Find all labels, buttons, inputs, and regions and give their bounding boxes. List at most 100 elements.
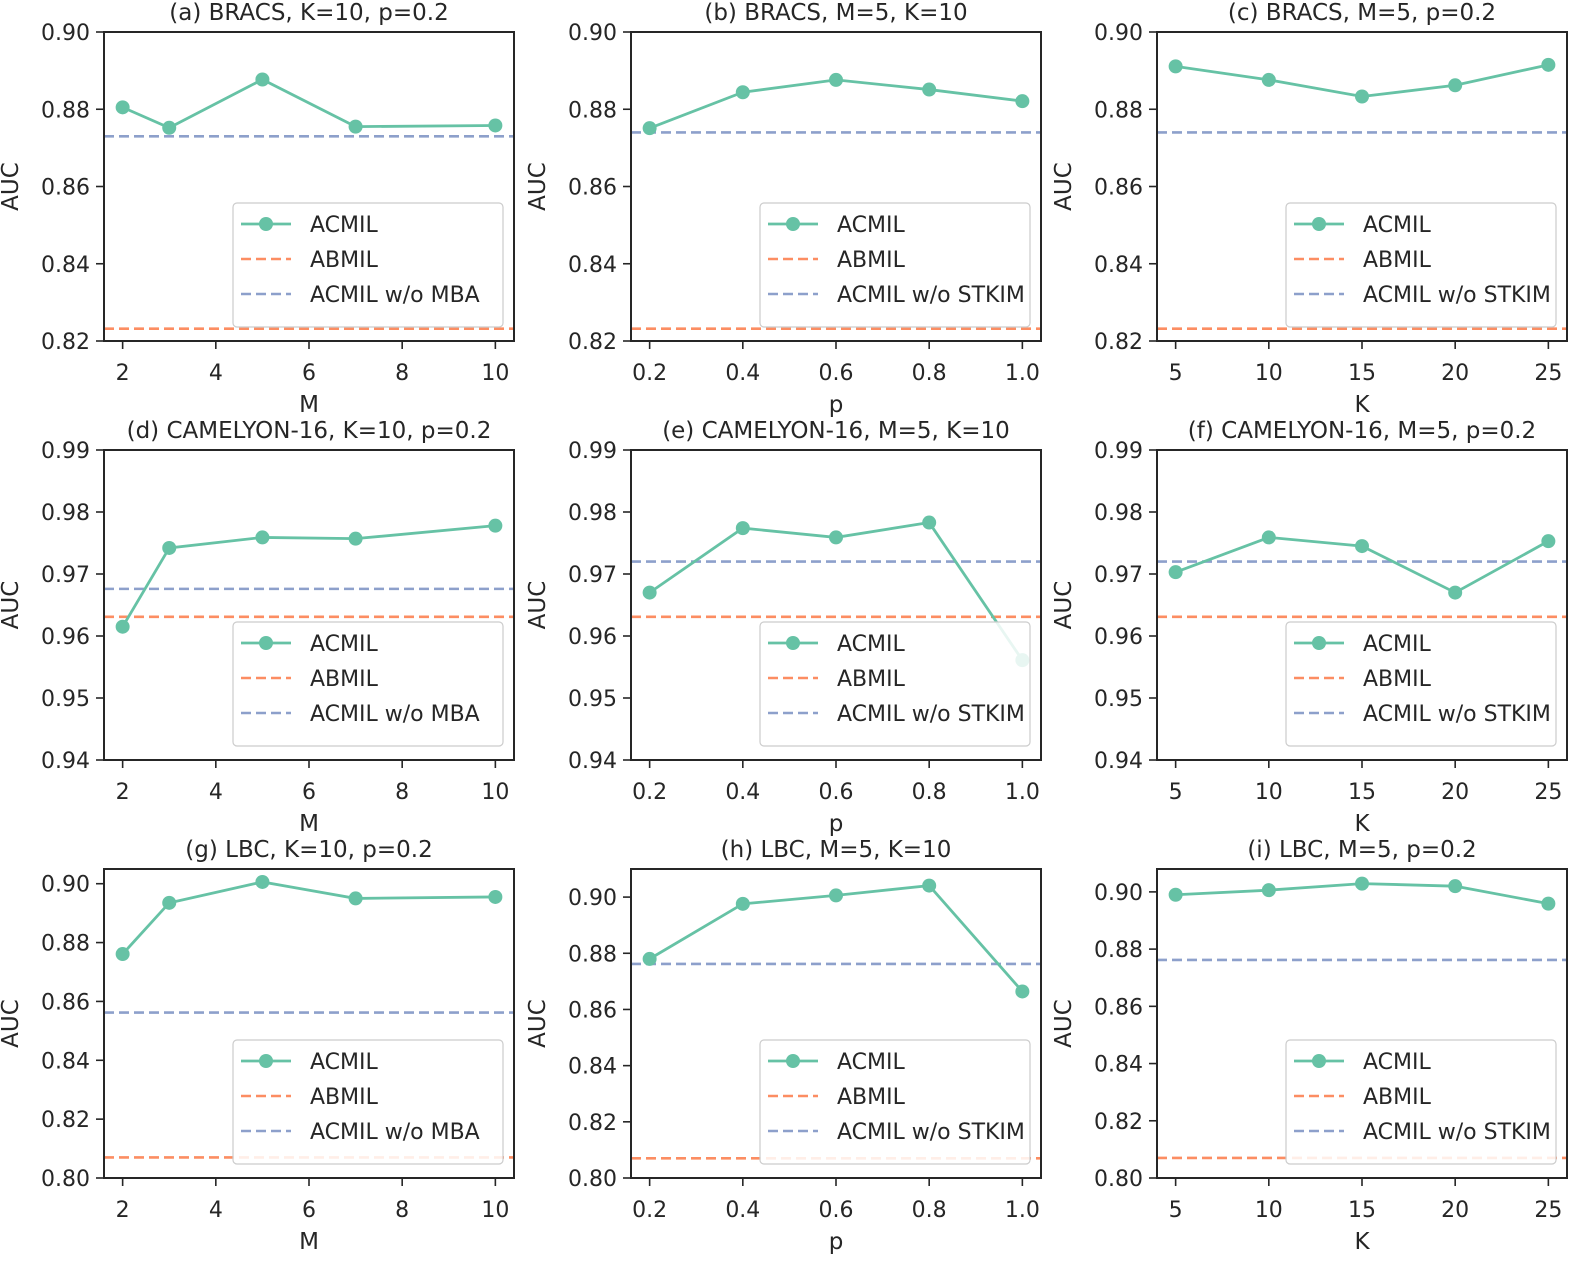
y-tick-label: 0.86 [41,176,90,201]
x-tick-label: 0.4 [725,780,760,805]
y-tick-label: 0.96 [568,625,617,650]
y-tick-label: 0.88 [1094,98,1143,123]
legend-frame [759,621,1031,747]
acmil-series-line [649,78,1023,130]
axes-frame [630,868,1042,1179]
y-tick-label: 0.86 [568,998,617,1023]
y-tick-label: 0.82 [41,330,90,355]
acmil-point [348,531,363,546]
acmil-point [642,951,657,966]
panel-f: (f) CAMELYON-16, M=5, p=0.2 0.94 0.95 0.96 0… [1051,418,1568,837]
legend-acmil-marker [786,636,800,650]
y-tick-label: 0.94 [568,749,617,774]
axes-frame [630,31,1042,342]
x-tick-label: 10 [481,1198,509,1223]
x-tick-label: 1.0 [1005,361,1040,386]
y-axis-label: AUC [1051,162,1077,211]
axes-frame [1156,449,1568,761]
legend-label: ABMIL [310,667,379,692]
legend-label: ACMIL [310,632,378,657]
legend: ACMIL ABMIL ACMIL w/o STKIM [759,1039,1031,1165]
chart-title: (c) BRACS, M=5, p=0.2 [1228,0,1496,26]
acmil-point [642,585,657,600]
legend-frame [759,1039,1031,1165]
legend-label: ACMIL w/o STKIM [837,283,1025,308]
y-tick-label: 0.82 [1094,1110,1143,1135]
y-tick-label: 0.84 [41,1049,90,1074]
acmil-point [162,540,177,555]
legend-label: ABMIL [310,248,379,273]
legend-label: ACMIL w/o STKIM [1363,702,1551,727]
y-axis-label: AUC [1051,581,1077,630]
x-tick-label: 10 [1255,1198,1283,1223]
panel-e: (e) CAMELYON-16, M=5, K=10 0.94 0.95 0.96 0.… [525,418,1042,837]
x-tick-label: 15 [1348,1198,1376,1223]
legend-acmil-marker [1312,1054,1326,1068]
chart-title: (b) BRACS, M=5, K=10 [704,0,967,26]
x-tick-label: 8 [395,361,409,386]
legend-label: ABMIL [1363,1085,1432,1110]
legend-acmil-marker [786,217,800,231]
legend-label: ACMIL w/o STKIM [837,1120,1025,1145]
y-tick-label: 0.82 [1094,330,1143,355]
plot-area [1157,57,1567,330]
legend-label: ACMIL [1363,632,1431,657]
legend-label: ACMIL w/o STKIM [1363,283,1551,308]
chart-title: (h) LBC, M=5, K=10 [721,837,952,863]
acmil-point [488,118,503,133]
acmil-point [1355,89,1369,104]
legend: ACMIL ABMIL ACMIL w/o MBA [232,1039,504,1165]
legend: ACMIL ABMIL ACMIL w/o STKIM [759,621,1031,747]
y-tick-label: 0.84 [1094,253,1143,278]
acmil-point [1448,585,1463,600]
x-tick-label: 25 [1534,780,1562,805]
y-tick-label: 0.98 [1094,501,1143,526]
x-axis-label: M [299,392,319,418]
acmil-point [735,85,750,100]
legend-label: ABMIL [310,1085,379,1110]
legend-label: ACMIL [310,1050,378,1075]
legend: ACMIL ABMIL ACMIL w/o STKIM [759,202,1031,328]
x-axis-label: M [299,1229,319,1255]
acmil-point [922,82,937,97]
acmil-point [348,891,363,906]
legend-frame [232,1039,504,1165]
acmil-point [1168,59,1183,74]
y-tick-label: 0.86 [1094,995,1143,1020]
x-tick-label: 4 [209,780,223,805]
y-tick-label: 0.97 [1094,563,1143,588]
y-tick-label: 0.82 [568,330,617,355]
axes-frame [103,31,515,342]
x-tick-label: 25 [1534,361,1562,386]
legend-label: ABMIL [837,667,906,692]
legend-label: ACMIL w/o MBA [310,283,480,308]
acmil-point [1448,78,1463,93]
axes-frame [1156,31,1568,342]
chart-title: (d) CAMELYON-16, K=10, p=0.2 [127,418,492,444]
chart-title: (f) CAMELYON-16, M=5, p=0.2 [1188,418,1536,444]
x-tick-label: 10 [481,361,509,386]
y-tick-label: 0.88 [41,932,90,957]
acmil-point [255,72,270,87]
acmil-point [1448,879,1463,894]
y-tick-label: 0.84 [41,253,90,278]
acmil-point [922,878,937,893]
y-tick-label: 0.90 [1094,21,1143,46]
y-tick-label: 0.80 [1094,1167,1143,1192]
y-tick-label: 0.88 [1094,938,1143,963]
x-tick-label: 4 [209,361,223,386]
legend-acmil-marker [259,217,273,231]
y-tick-label: 0.96 [41,625,90,650]
x-tick-label: 0.8 [912,1198,947,1223]
y-tick-label: 0.86 [41,990,90,1015]
y-axis-label: AUC [525,999,551,1048]
panel-h: (h) LBC, M=5, K=10 0.80 0.82 0.84 0.86 0.88 0.… [525,837,1042,1255]
x-tick-label: 20 [1441,1198,1469,1223]
legend-label: ABMIL [1363,667,1432,692]
panel-i: (i) LBC, M=5, p=0.2 0.80 0.82 0.84 0.86 0.88 0… [1051,837,1568,1255]
legend-label: ACMIL w/o MBA [310,702,480,727]
x-tick-label: 2 [116,1198,130,1223]
acmil-point [922,515,937,530]
legend-label: ACMIL [1363,1050,1431,1075]
